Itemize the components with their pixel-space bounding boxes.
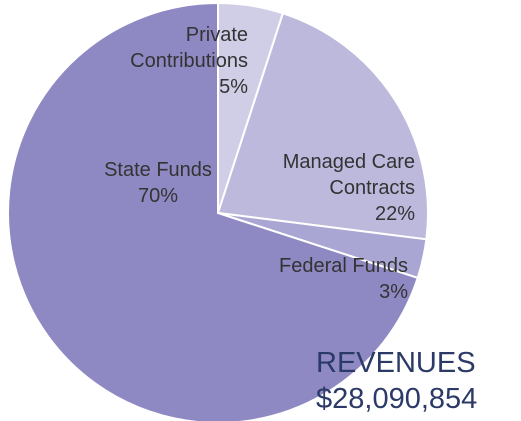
pie-slice (216, 12, 429, 241)
slice-name: Managed Care Contracts (282, 151, 415, 199)
slice-label: Federal Funds 3% (230, 253, 408, 305)
slice-value: 3% (379, 281, 408, 303)
slice-value: 22% (374, 203, 415, 225)
pie-slice (7, 1, 419, 421)
slice-label: Private Contributions 5% (116, 22, 248, 100)
chart-subtitle: $28,090,854 (316, 383, 478, 415)
slice-label: State Funds 70% (92, 157, 224, 209)
slice-label: Managed Care Contracts 22% (240, 149, 415, 227)
slice-name: State Funds (104, 159, 212, 181)
chart-title: REVENUES (316, 347, 476, 379)
slice-name: Private Contributions (130, 24, 248, 72)
slice-value: 70% (137, 185, 179, 207)
slice-name: Federal Funds (279, 255, 408, 277)
slice-value: 5% (219, 76, 248, 98)
